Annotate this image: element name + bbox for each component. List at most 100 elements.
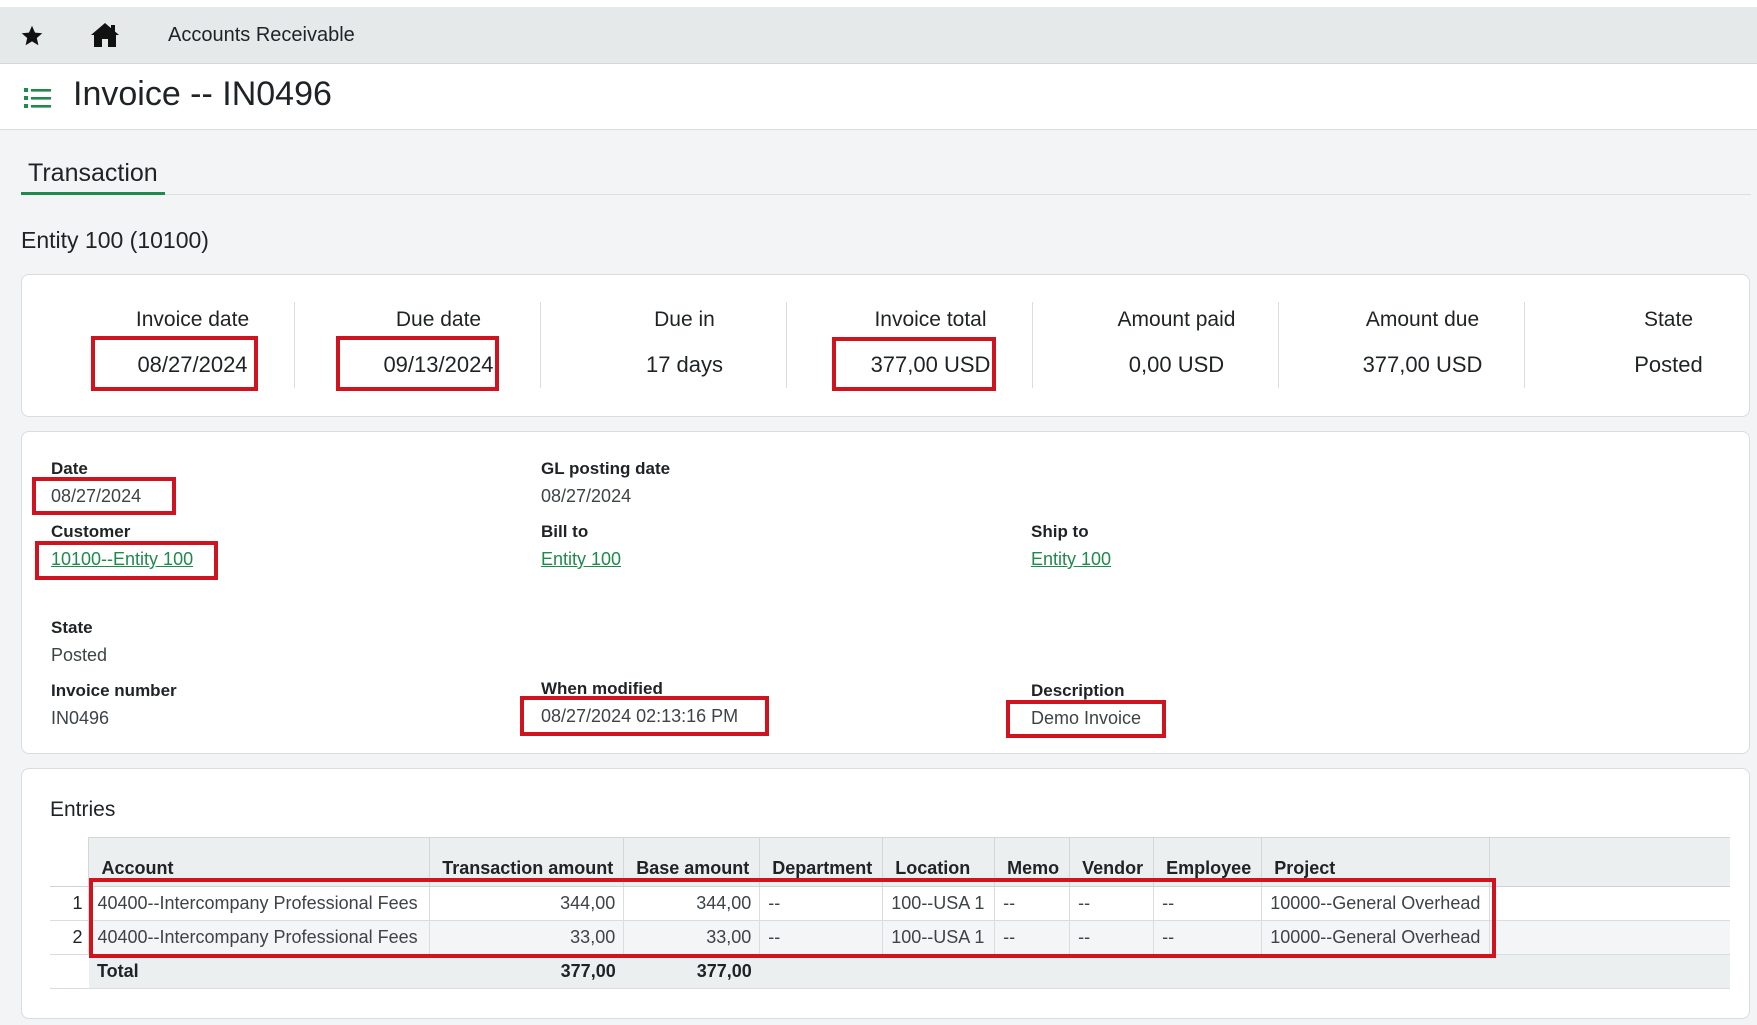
cell-account: 40400--Intercompany Professional Fees	[88, 920, 431, 955]
column-header-vendor[interactable]: Vendor	[1069, 837, 1155, 887]
row-number-header	[50, 837, 90, 887]
top-nav-bar: Accounts Receivable	[0, 7, 1757, 64]
divider	[294, 302, 295, 388]
total-row: Total 377,00 377,00	[50, 954, 1730, 989]
cell-department: --	[759, 920, 884, 955]
summary-value: Posted	[1634, 352, 1703, 377]
cell-transaction-amount: 344,00	[429, 886, 625, 921]
summary-label: State	[1643, 308, 1694, 331]
column-header-memo[interactable]: Memo	[994, 837, 1071, 887]
cell-vendor: --	[1069, 920, 1155, 955]
divider	[786, 302, 787, 388]
column-header-employee[interactable]: Employee	[1153, 837, 1263, 887]
summary-value: 377,00 USD	[870, 352, 991, 377]
entries-title: Entries	[50, 798, 116, 821]
total-label: Total	[88, 954, 430, 989]
summary-value: 17 days	[645, 352, 724, 377]
cell-employee: --	[1153, 920, 1263, 955]
column-header-spacer	[1489, 837, 1730, 887]
divider	[1524, 302, 1525, 388]
field-label: Customer	[51, 522, 131, 541]
column-header-department[interactable]: Department	[759, 837, 884, 887]
column-header-project[interactable]: Project	[1261, 837, 1491, 887]
cell-location: 100--USA 1	[882, 920, 996, 955]
details-card: Date 08/27/2024 GL posting date 08/27/20…	[21, 431, 1750, 754]
field-when-modified: When modified 08/27/2024 02:13:16 PM	[541, 679, 738, 727]
summary-value: 08/27/2024	[137, 352, 248, 377]
summary-label: Amount due	[1365, 308, 1480, 331]
summary-label: Due date	[395, 308, 482, 331]
cell-transaction-amount: 33,00	[429, 920, 625, 955]
row-number: 2	[50, 920, 90, 955]
column-header-transaction-amount[interactable]: Transaction amount	[429, 837, 625, 887]
cell-spacer	[1489, 886, 1730, 921]
ship-to-link[interactable]: Entity 100	[1031, 549, 1112, 569]
table-row[interactable]: 2 40400--Intercompany Professional Fees …	[50, 920, 1730, 955]
table-header-row: Account Transaction amount Base amount D…	[50, 837, 1730, 887]
divider	[1032, 302, 1033, 388]
cell-project: 10000--General Overhead	[1261, 920, 1491, 955]
field-gl-posting-date: GL posting date 08/27/2024	[541, 459, 670, 507]
cell-memo: --	[994, 920, 1071, 955]
table-row[interactable]: 1 40400--Intercompany Professional Fees …	[50, 886, 1730, 921]
cell-base-amount: 33,00	[623, 920, 761, 955]
summary-label: Invoice total	[874, 308, 987, 331]
field-label: Invoice number	[51, 681, 177, 700]
field-bill-to: Bill to Entity 100	[541, 522, 621, 570]
customer-link[interactable]: 10100--Entity 100	[51, 549, 194, 569]
field-value: IN0496	[51, 708, 110, 728]
tab-bar: Transaction	[21, 155, 1751, 195]
summary-value: 0,00 USD	[1128, 352, 1225, 377]
field-value: 08/27/2024	[541, 486, 632, 506]
cell-spacer	[1489, 920, 1730, 955]
entity-heading: Entity 100 (10100)	[21, 227, 209, 253]
field-ship-to: Ship to Entity 100	[1031, 522, 1111, 570]
bill-to-link[interactable]: Entity 100	[541, 549, 622, 569]
cell-vendor: --	[1069, 886, 1155, 921]
summary-amount-due: Amount due 377,00 USD	[1300, 275, 1545, 418]
entries-card: Entries Account Transaction amount Base …	[21, 768, 1750, 1019]
title-bar: Invoice -- IN0496	[0, 64, 1757, 130]
list-icon[interactable]	[24, 86, 52, 110]
summary-state: State Posted	[1546, 275, 1757, 418]
cell-project: 10000--General Overhead	[1261, 886, 1491, 921]
summary-invoice-date: Invoice date 08/27/2024	[70, 275, 315, 418]
field-customer: Customer 10100--Entity 100	[51, 522, 193, 570]
summary-due-in: Due in 17 days	[562, 275, 807, 418]
summary-card: Invoice date 08/27/2024 Due date 09/13/2…	[21, 274, 1750, 417]
field-label: State	[51, 618, 93, 637]
row-number: 1	[50, 886, 90, 921]
entries-table: Account Transaction amount Base amount D…	[50, 837, 1730, 989]
cell-base-amount: 344,00	[623, 886, 761, 921]
field-label: Description	[1031, 681, 1125, 700]
summary-label: Amount paid	[1117, 308, 1236, 331]
home-icon[interactable]	[90, 21, 120, 49]
summary-label: Invoice date	[135, 308, 250, 331]
field-description: Description Demo Invoice	[1031, 681, 1141, 729]
tab-transaction[interactable]: Transaction	[21, 155, 165, 195]
field-label: Bill to	[541, 522, 589, 541]
column-header-account[interactable]: Account	[88, 837, 431, 887]
field-value: Demo Invoice	[1031, 708, 1142, 728]
star-icon[interactable]	[20, 24, 44, 48]
field-label: When modified	[541, 679, 663, 698]
row-number-empty	[50, 954, 89, 989]
column-header-base-amount[interactable]: Base amount	[623, 837, 761, 887]
field-invoice-number: Invoice number IN0496	[51, 681, 177, 729]
nav-title[interactable]: Accounts Receivable	[168, 24, 355, 46]
cell-department: --	[759, 886, 884, 921]
cell-account: 40400--Intercompany Professional Fees	[88, 886, 431, 921]
divider	[1278, 302, 1279, 388]
field-label: Ship to	[1031, 522, 1089, 541]
field-date: Date 08/27/2024	[51, 459, 141, 507]
field-value: 08/27/2024 02:13:16 PM	[541, 706, 739, 726]
column-header-location[interactable]: Location	[882, 837, 996, 887]
field-label: GL posting date	[541, 459, 671, 478]
field-state: State Posted	[51, 618, 107, 666]
cell-employee: --	[1153, 886, 1263, 921]
summary-invoice-total: Invoice total 377,00 USD	[808, 275, 1053, 418]
divider	[540, 302, 541, 388]
top-strip	[0, 0, 1757, 7]
cell-memo: --	[994, 886, 1071, 921]
summary-amount-paid: Amount paid 0,00 USD	[1054, 275, 1299, 418]
